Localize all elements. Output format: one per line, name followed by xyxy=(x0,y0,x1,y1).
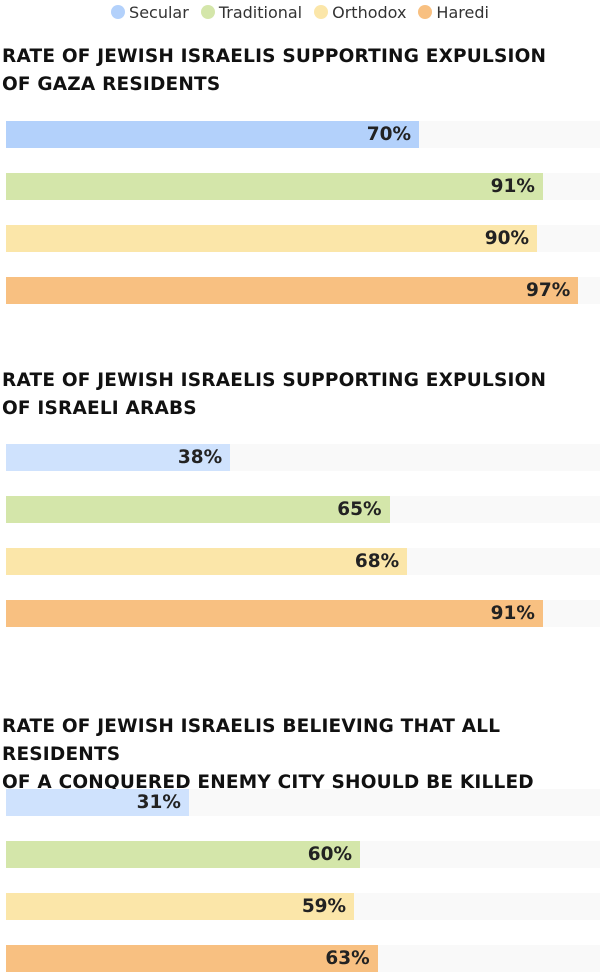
legend-swatch xyxy=(200,5,215,19)
chart-title: RATE OF JEWISH ISRAELIS SUPPORTING EXPUL… xyxy=(2,367,600,423)
bar-haredi[interactable] xyxy=(6,277,579,304)
bar-traditional[interactable] xyxy=(6,173,543,200)
bar-track: 63% xyxy=(6,945,600,972)
bar-track: 65% xyxy=(6,496,600,523)
legend-label: Orthodox xyxy=(332,2,407,22)
data-label: 65% xyxy=(337,499,382,520)
bar-track: 60% xyxy=(6,841,600,868)
legend-swatch xyxy=(314,5,329,19)
bar-track: 59% xyxy=(6,893,600,920)
bar-traditional[interactable] xyxy=(6,841,360,868)
data-label: 97% xyxy=(526,280,571,301)
legend-swatch xyxy=(111,5,126,19)
chart-title-line: RATE OF JEWISH ISRAELIS BELIEVING THAT A… xyxy=(2,716,501,765)
legend-label: Traditional xyxy=(218,2,303,22)
data-label: 90% xyxy=(484,228,529,249)
bar-orthodox[interactable] xyxy=(6,548,408,575)
bar-traditional[interactable] xyxy=(6,496,390,523)
data-label: 59% xyxy=(301,896,347,917)
chart-title-line: RATE OF JEWISH ISRAELIS SUPPORTING EXPUL… xyxy=(2,46,547,67)
legend-item-orthodox[interactable]: Orthodox xyxy=(314,3,406,22)
legend-item-traditional[interactable]: Traditional xyxy=(200,2,303,22)
bar-orthodox[interactable] xyxy=(6,893,355,920)
bar-secular[interactable] xyxy=(6,444,231,471)
legend-label: Haredi xyxy=(436,2,489,22)
data-label: 38% xyxy=(177,447,223,468)
bar-secular[interactable] xyxy=(6,789,189,816)
legend-item-haredi[interactable]: Haredi xyxy=(418,3,489,22)
data-label: 91% xyxy=(490,176,535,197)
bar-orthodox[interactable] xyxy=(6,225,537,252)
data-label: 68% xyxy=(354,551,400,572)
data-label: 63% xyxy=(325,948,370,969)
bar-track: 97% xyxy=(6,277,600,304)
chart-title-line: OF ISRAELI ARABS xyxy=(2,398,197,419)
bar-track: 90% xyxy=(6,225,600,252)
bar-haredi[interactable] xyxy=(6,600,543,627)
bar-track: 38% xyxy=(6,444,600,471)
bar-haredi[interactable] xyxy=(6,945,378,972)
bar-track: 91% xyxy=(6,173,600,200)
chart-title: RATE OF JEWISH ISRAELIS BELIEVING THAT A… xyxy=(2,713,600,797)
legend-item-secular[interactable]: Secular xyxy=(111,3,189,22)
data-label: 31% xyxy=(136,792,181,813)
data-label: 60% xyxy=(307,844,352,865)
data-label: 70% xyxy=(366,124,411,145)
chart-title: RATE OF JEWISH ISRAELIS SUPPORTING EXPUL… xyxy=(2,43,600,99)
chart-title-line: RATE OF JEWISH ISRAELIS SUPPORTING EXPUL… xyxy=(2,370,547,391)
bar-track: 91% xyxy=(6,600,600,627)
bar-track: 70% xyxy=(6,121,600,148)
legend: Secular Traditional Orthodox Haredi xyxy=(0,0,600,24)
data-label: 91% xyxy=(490,603,535,624)
legend-label: Secular xyxy=(129,2,189,22)
bar-secular[interactable] xyxy=(6,121,419,148)
chart-title-line: OF GAZA RESIDENTS xyxy=(2,74,221,95)
bar-track: 31% xyxy=(6,789,600,816)
legend-swatch xyxy=(418,5,433,19)
bar-track: 68% xyxy=(6,548,600,575)
chart-title-line: OF A CONQUERED ENEMY CITY SHOULD BE KILL… xyxy=(2,772,534,793)
